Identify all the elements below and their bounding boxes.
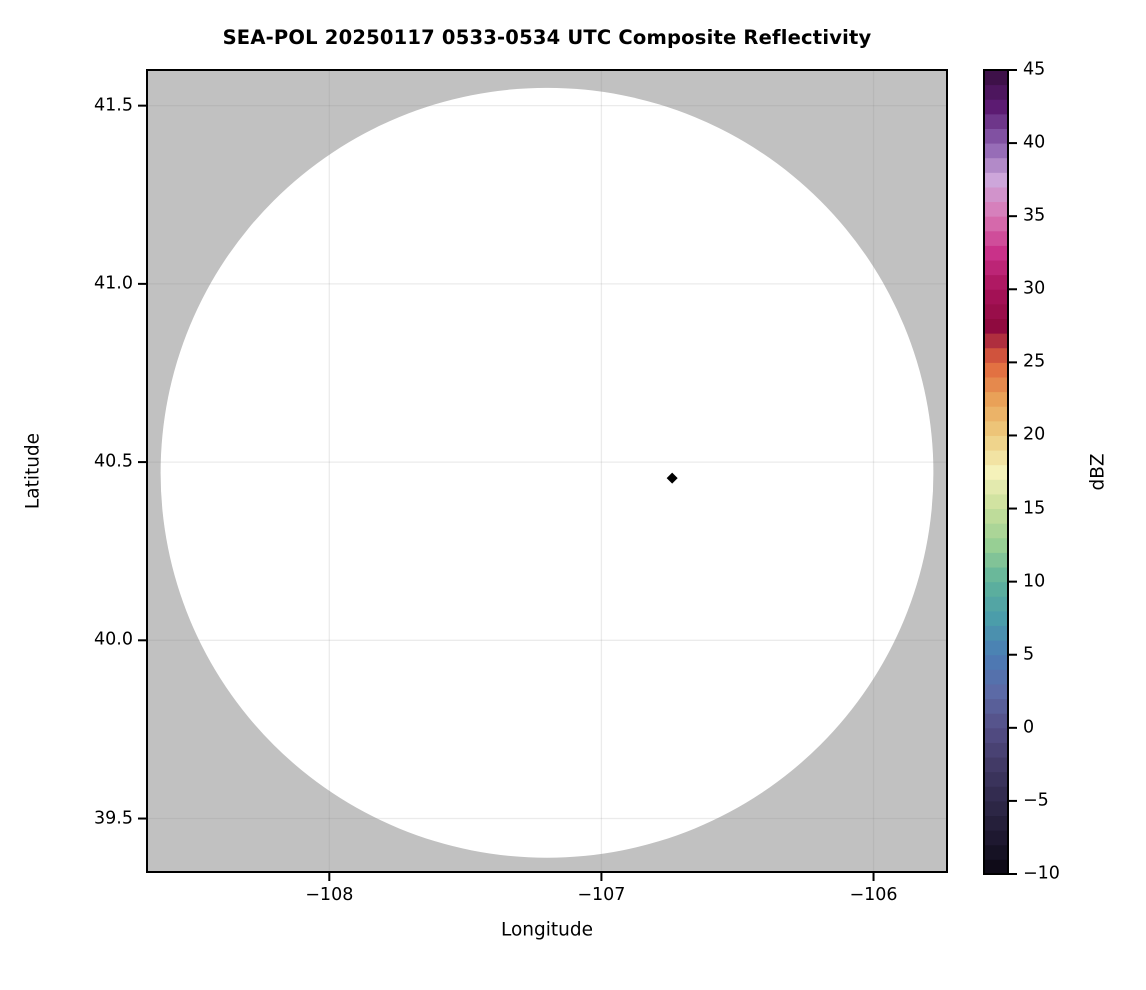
colorbar-band [984,493,1008,510]
colorbar-band [984,815,1008,831]
colorbar-tick-label: 20 [1023,424,1046,445]
colorbar-band [984,508,1008,524]
colorbar-band [984,698,1008,714]
colorbar-label: dBZ [1087,453,1109,491]
colorbar-tick-label: 5 [1023,643,1035,664]
colorbar-band [984,113,1008,129]
colorbar-band [984,450,1008,466]
colorbar-band [984,318,1008,334]
plot-border [146,69,948,873]
colorbar-band [984,771,1008,787]
colorbar-band [984,552,1008,568]
colorbar-band [984,230,1008,246]
colorbar-band [984,362,1008,378]
colorbar-band [984,669,1008,685]
y-tick-label: 40.5 [94,451,133,472]
colorbar-band [984,742,1008,758]
colorbar-tick-label: −10 [1023,863,1060,884]
colorbar-band [984,479,1008,495]
colorbar-band [984,186,1008,203]
colorbar-border [983,69,1009,875]
colorbar-band [984,567,1008,583]
colorbar-band [984,143,1008,159]
colorbar-band [984,844,1008,860]
colorbar-band [984,303,1008,320]
colorbar-band [984,537,1008,553]
y-tick-label: 39.5 [94,807,133,828]
radar-site-marker [666,472,678,484]
colorbar-band [984,216,1008,232]
x-axis-label: Longitude [500,919,594,941]
colorbar-band [984,757,1008,773]
colorbar-band [984,201,1008,217]
colorbar-band [984,786,1008,802]
y-tick-label: 41.5 [94,94,133,115]
colorbar-tick-label: 35 [1023,205,1046,226]
colorbar-band [984,420,1008,436]
x-tick-label: −108 [305,885,354,905]
colorbar-band [984,727,1008,743]
colorbar-band [984,596,1008,612]
colorbar-band [984,347,1008,363]
colorbar-band [984,245,1008,261]
colorbar-band [984,464,1008,480]
y-tick-label: 41.0 [94,273,133,294]
colorbar-band [984,435,1008,451]
colorbar-band [984,683,1008,700]
colorbar-band [984,157,1008,173]
colorbar-band [984,581,1008,597]
colorbar-band [984,128,1008,144]
colorbar-band [984,406,1008,422]
colorbar-band [984,610,1008,626]
colorbar-tick-label: 40 [1023,132,1046,153]
colorbar-band [984,70,1008,86]
x-tick-label: −107 [577,885,626,905]
y-tick-label: 40.0 [94,629,133,650]
x-tick-label: −106 [849,885,898,905]
colorbar-band [984,859,1008,875]
colorbar-band [984,640,1008,656]
chart-title: SEA-POL 20250117 0533-0534 UTC Composite… [222,26,872,49]
colorbar-band [984,260,1008,276]
colorbar-band [984,830,1008,846]
colorbar-tick-label: 30 [1023,278,1046,299]
colorbar-band [984,333,1008,349]
y-axis-label: Latitude [22,432,44,510]
colorbar-tick-label: −5 [1023,790,1049,811]
colorbar-band [984,274,1008,290]
colorbar-band [984,172,1008,188]
colorbar-tick-label: 10 [1023,570,1046,591]
colorbar-band [984,523,1008,539]
colorbar-band [984,289,1008,305]
colorbar-tick-label: 25 [1023,351,1046,372]
colorbar-tick-label: 0 [1023,717,1035,738]
colorbar-tick-label: 15 [1023,497,1046,518]
colorbar-band [984,376,1008,393]
colorbar-band [984,713,1008,729]
radar-coverage-area [160,87,934,858]
colorbar-band [984,99,1008,115]
colorbar-band [984,800,1008,817]
colorbar-tick-label: 45 [1023,59,1046,80]
colorbar-band [984,84,1008,100]
colorbar-band [984,654,1008,670]
colorbar-band [984,391,1008,407]
colorbar-band [984,625,1008,641]
